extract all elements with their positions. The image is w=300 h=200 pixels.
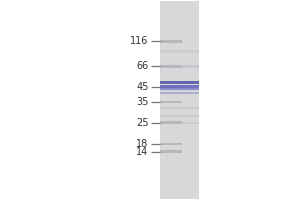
Bar [160,121,182,124]
Text: 66: 66 [136,61,148,71]
Bar [160,150,182,153]
Bar [160,50,199,53]
Bar [160,115,199,117]
Text: 45: 45 [136,82,148,92]
Bar [160,92,199,94]
Bar [160,122,199,124]
Bar [160,143,182,145]
Text: 18: 18 [136,139,148,149]
Bar [160,81,199,84]
Bar [160,88,199,90]
Text: 25: 25 [136,118,148,128]
Text: 14: 14 [136,147,148,157]
Bar [160,40,182,43]
Bar [160,65,199,68]
Bar [160,86,182,88]
Text: 35: 35 [136,97,148,107]
Bar [160,1,199,199]
Bar [160,101,182,103]
Text: 116: 116 [130,36,148,46]
Bar [160,107,199,109]
Bar [160,85,199,88]
Bar [160,65,182,68]
